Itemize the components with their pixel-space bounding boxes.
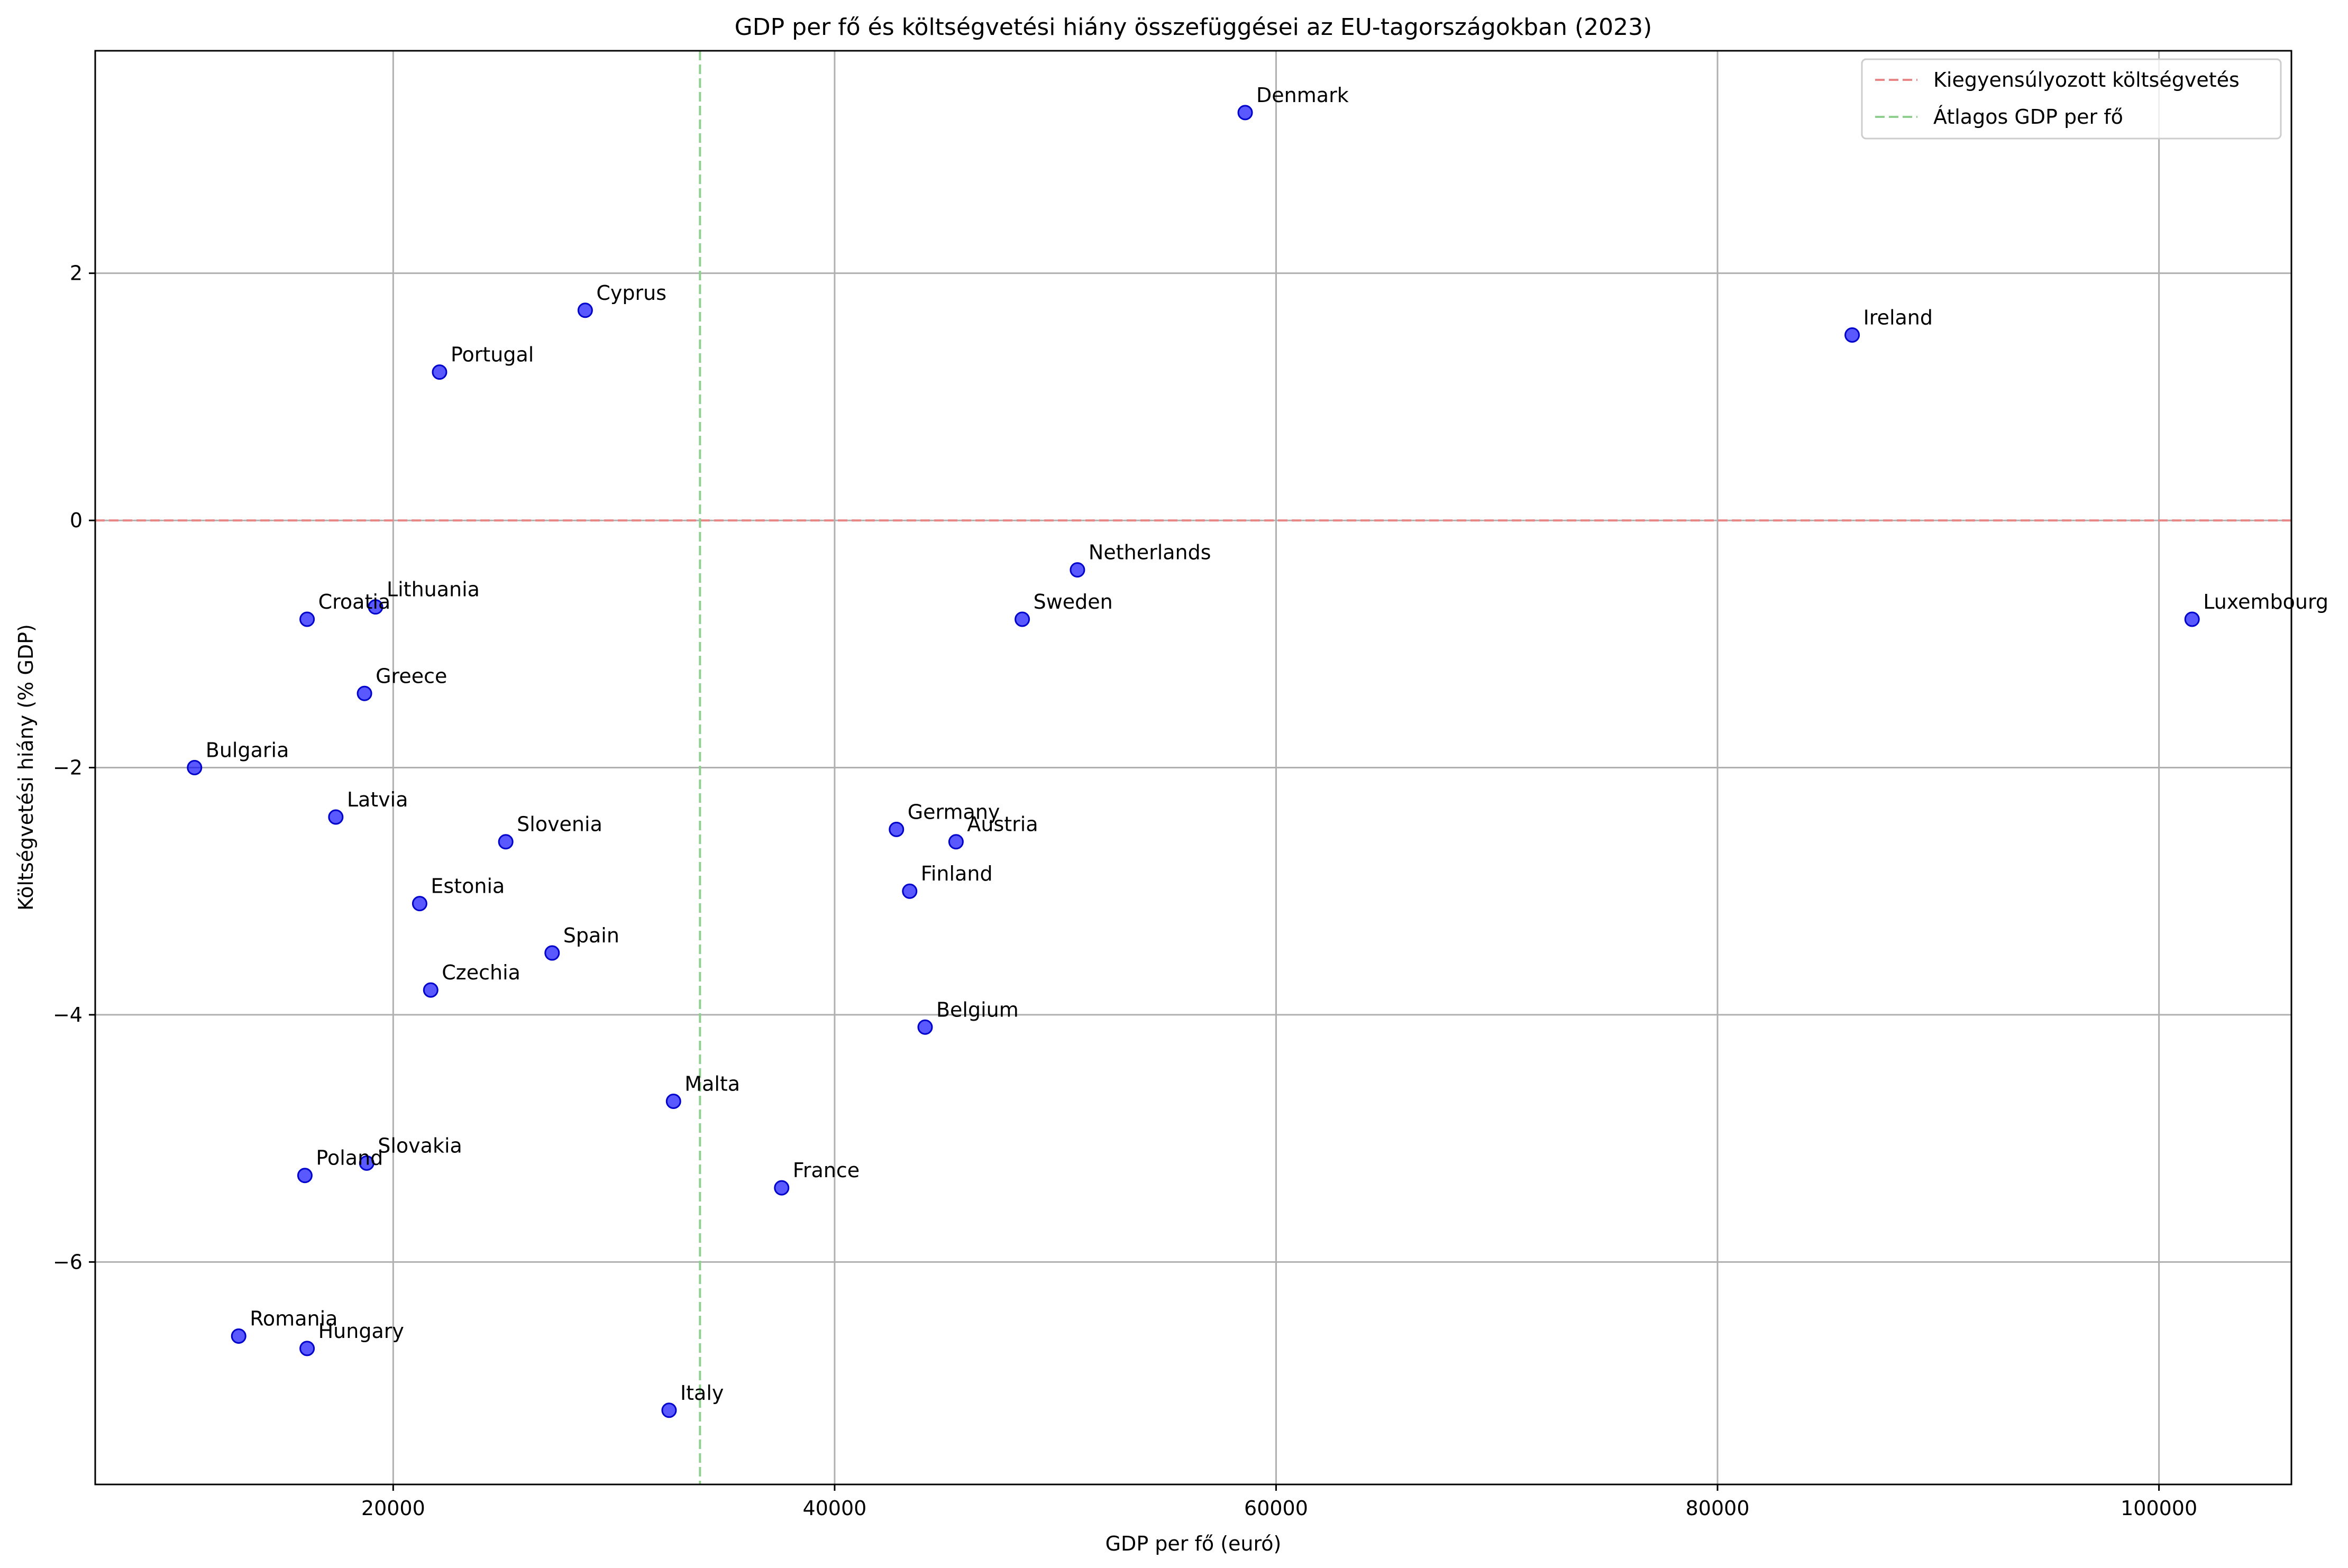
data-point <box>423 982 438 998</box>
point-label: Slovakia <box>378 1134 462 1157</box>
y-axis-label: Költségvetési hiány (% GDP) <box>14 624 38 911</box>
data-point <box>498 834 514 850</box>
data-point <box>299 1341 315 1356</box>
data-point <box>1070 562 1085 578</box>
x-tick-label: 40000 <box>802 1497 866 1520</box>
point-label: Czechia <box>442 961 520 984</box>
point-label: Portugal <box>451 343 534 366</box>
y-tick-label: −2 <box>53 756 83 780</box>
data-point <box>917 1019 933 1035</box>
point-label: Ireland <box>1863 306 1933 329</box>
point-label: Bulgaria <box>206 739 289 762</box>
data-point <box>665 1094 681 1109</box>
point-label: Cyprus <box>596 281 666 305</box>
point-label: Germany <box>908 800 1000 823</box>
point-label: Lithuania <box>387 578 480 601</box>
data-point <box>368 599 383 615</box>
point-label: Denmark <box>1256 84 1349 107</box>
point-label: Luxembourg <box>2203 590 2328 613</box>
point-label: Romania <box>250 1307 337 1331</box>
data-point <box>2184 611 2200 627</box>
point-label: Croatia <box>318 590 391 613</box>
x-tick-label: 100000 <box>2121 1497 2197 1520</box>
reference-lines <box>95 51 2291 1484</box>
legend-avg-gdp-label: Átlagos GDP per fő <box>1933 105 2123 129</box>
point-label: Greece <box>376 664 447 687</box>
point-label: Latvia <box>347 788 408 811</box>
point-label: Finland <box>921 862 993 885</box>
data-point <box>231 1328 246 1344</box>
data-point <box>187 760 203 775</box>
x-tick-label: 20000 <box>361 1497 425 1520</box>
data-point <box>948 834 964 850</box>
data-point <box>357 685 372 701</box>
data-point <box>299 611 315 627</box>
point-label: Slovenia <box>517 813 602 836</box>
legend: Kiegyensúlyozott költségvetés Átlagos GD… <box>1861 58 2282 140</box>
data-point <box>328 809 344 825</box>
y-tick-label: 2 <box>70 262 83 285</box>
data-point <box>1015 611 1030 627</box>
data-point <box>297 1168 313 1184</box>
point-label: Italy <box>680 1381 724 1405</box>
point-label: Sweden <box>1034 590 1113 613</box>
x-axis-ticks: 20000 40000 60000 80000 100000 <box>361 1484 2197 1520</box>
point-label: Estonia <box>431 875 505 898</box>
point-label: Hungary <box>318 1319 404 1343</box>
data-point <box>359 1155 374 1171</box>
grid-lines <box>95 51 2291 1484</box>
data-point <box>432 364 447 380</box>
data-point <box>412 896 427 912</box>
point-label: France <box>793 1159 860 1182</box>
data-point <box>1844 327 1860 343</box>
point-label: Austria <box>967 813 1038 836</box>
data-point <box>577 302 593 318</box>
y-tick-label: −6 <box>53 1250 83 1273</box>
data-points <box>187 105 2200 1418</box>
chart-title: GDP per fő és költségvetési hiány összef… <box>735 14 1652 41</box>
point-labels: Denmark Cyprus Ireland Portugal Netherlands L… <box>206 84 2328 1405</box>
data-point <box>774 1180 790 1196</box>
data-point <box>889 821 905 837</box>
point-label: Netherlands <box>1089 541 1211 564</box>
data-point <box>902 883 918 899</box>
point-label: Belgium <box>936 998 1019 1021</box>
data-point <box>1237 105 1253 121</box>
point-label: Malta <box>684 1072 740 1096</box>
y-tick-label: 0 <box>70 509 83 532</box>
y-axis-ticks: 2 0 −2 −4 −6 <box>53 262 95 1273</box>
data-point <box>544 945 560 961</box>
y-tick-label: −4 <box>53 1003 83 1026</box>
legend-balanced-label: Kiegyensúlyozott költségvetés <box>1933 68 2240 91</box>
x-tick-label: 80000 <box>1686 1497 1750 1520</box>
x-axis-label: GDP per fő (euró) <box>1106 1532 1282 1555</box>
data-point <box>661 1402 677 1418</box>
legend-box <box>1861 58 2282 140</box>
point-label: Poland <box>316 1147 383 1170</box>
x-tick-label: 60000 <box>1244 1497 1308 1520</box>
point-label: Spain <box>563 924 619 947</box>
